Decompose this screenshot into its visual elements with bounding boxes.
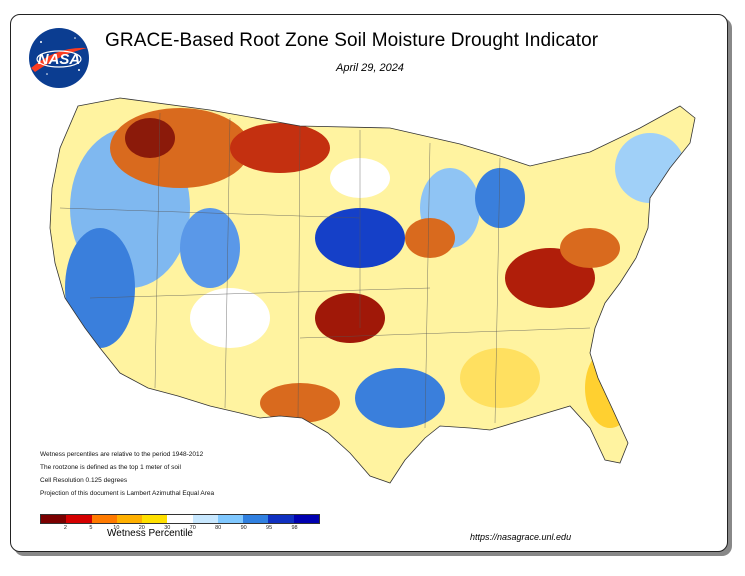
map-title: GRACE-Based Root Zone Soil Moisture Drou… — [105, 30, 599, 51]
legend-swatch — [91, 515, 117, 523]
legend-tick-label: 98 — [291, 525, 298, 531]
legend-color-bar — [40, 514, 320, 524]
source-url[interactable]: https://nasagrace.unl.edu — [470, 532, 572, 542]
us-drought-map — [49, 97, 696, 484]
legend-tick-label: 20 — [138, 525, 145, 531]
note-projection: Projection of this document is Lambert A… — [40, 490, 215, 497]
note-resolution: Cell Resolution 0.125 degrees — [40, 477, 128, 484]
map-date: April 29, 2024 — [336, 62, 404, 74]
legend-swatch — [268, 515, 294, 523]
note-rootzone: The rootzone is defined as the top 1 met… — [40, 464, 181, 471]
legend-swatch — [66, 515, 92, 523]
legend-swatch — [217, 515, 244, 523]
legend-swatch — [116, 515, 143, 523]
map-notes: Wetness percentiles are relative to the … — [40, 451, 360, 503]
legend-tick-label: 95 — [266, 525, 273, 531]
nasa-logo: NASA — [29, 28, 89, 88]
legend-swatch — [41, 515, 67, 523]
legend-tick-label: 70 — [189, 525, 196, 531]
note-period: Wetness percentiles are relative to the … — [40, 451, 204, 458]
legend-tick-label: 2 — [63, 525, 67, 531]
legend-label: Wetness Percentile — [107, 528, 193, 539]
legend-tick-label: 5 — [89, 525, 93, 531]
legend-swatch — [243, 515, 269, 523]
legend-swatch — [293, 515, 319, 523]
legend-swatch — [142, 515, 168, 523]
legend-swatch — [192, 515, 218, 523]
legend-tick-label: 80 — [215, 525, 222, 531]
legend-ticks: 2 5 10 20 30 70 80 90 95 98 — [40, 524, 320, 533]
legend-swatch — [167, 515, 193, 523]
legend-tick-label: 10 — [113, 525, 120, 531]
legend-tick-label: 30 — [164, 525, 171, 531]
nasa-logo-text: NASA — [38, 51, 81, 68]
legend-tick-label: 90 — [240, 525, 247, 531]
wetness-legend: 2 5 10 20 30 70 80 90 95 98 — [40, 514, 320, 533]
